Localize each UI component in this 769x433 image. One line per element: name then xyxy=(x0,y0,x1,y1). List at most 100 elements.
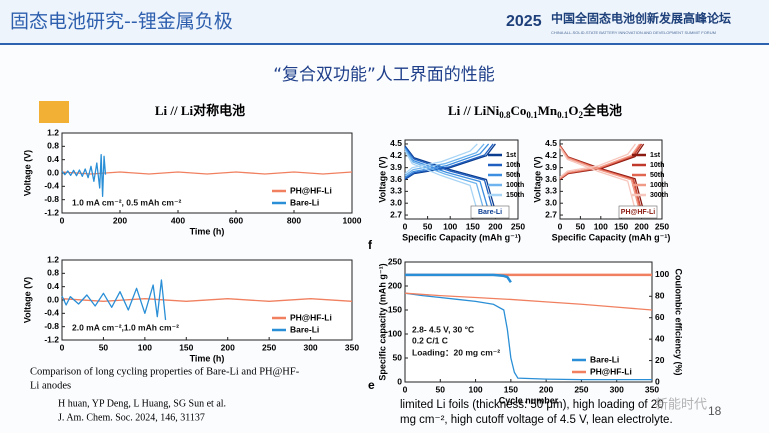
note-line: limited Li foils (thickness: 50 μm), hig… xyxy=(400,399,664,411)
y-tick-label: 3.0 xyxy=(545,197,557,207)
y-tick-label: 4.2 xyxy=(390,150,402,160)
y-axis-label: Specific capacity (mAh g⁻¹) xyxy=(377,263,387,380)
logo-year: 2025 xyxy=(506,13,542,30)
legend-label: Bare-Li xyxy=(290,324,319,334)
x-tick-label: 50 xyxy=(576,221,586,231)
left-marker xyxy=(39,101,69,123)
series-line xyxy=(404,143,478,212)
legend-label: 100th xyxy=(650,182,668,189)
x-tick-label: 100 xyxy=(468,384,482,394)
y2-tick-label: 60 xyxy=(655,312,665,322)
annotation: PH@HF-Li xyxy=(621,209,655,216)
annotation: 1.0 mA cm⁻², 0.5 mAh cm⁻² xyxy=(72,197,181,207)
legend-label: PH@HF-Li xyxy=(290,312,332,322)
x-tick-label: 0 xyxy=(60,342,65,352)
y2-tick-label: 0 xyxy=(655,376,660,386)
left-heading: Li // Li对称电池 xyxy=(155,103,245,118)
right-heading: Li // LiNi0.8Co0.1Mn0.1O2全电池 xyxy=(448,103,622,120)
annotation: Bare-Li xyxy=(478,209,502,216)
y-tick-label: -1.2 xyxy=(44,334,59,344)
x-tick-label: 0 xyxy=(403,221,408,231)
x-tick-label: 150 xyxy=(466,221,480,231)
y-tick-label: 0.0 xyxy=(47,167,59,177)
heading-part: Li // LiNi xyxy=(448,103,500,118)
watermark: 新能时代 xyxy=(655,397,707,413)
heading-part: Co xyxy=(511,103,527,118)
y-tick-label: -0.4 xyxy=(44,181,59,191)
legend-label: PH@HF-Li xyxy=(290,185,332,195)
series-line xyxy=(404,292,653,311)
x-tick-label: 200 xyxy=(539,384,553,394)
y-tick-label: 0.0 xyxy=(47,294,59,304)
caption-line: Li anodes xyxy=(30,380,71,391)
legend-label: 100th xyxy=(506,182,524,189)
series-line xyxy=(61,154,107,197)
x-tick-label: 100 xyxy=(594,221,608,231)
legend-label: 1st xyxy=(650,152,661,159)
x-tick-label: 0 xyxy=(558,221,563,231)
x-tick-label: 150 xyxy=(179,342,193,352)
heading-part: 全电池 xyxy=(582,103,622,118)
series-line xyxy=(404,292,652,381)
series-line xyxy=(404,143,494,212)
annotation-box xyxy=(470,205,510,219)
heading-sub: 0.8 xyxy=(499,110,511,120)
legend-label: 50th xyxy=(650,172,664,179)
heading-sub: 2 xyxy=(579,110,584,120)
panel-label: e xyxy=(368,378,375,392)
y-tick-label: 3.3 xyxy=(390,186,402,196)
logo-name: 中国全固态电池创新发展高峰论坛 xyxy=(551,11,731,26)
y-tick-label: 0.8 xyxy=(47,268,59,278)
y-tick-label: 200 xyxy=(388,280,402,290)
annotation-box xyxy=(618,205,658,219)
series-line xyxy=(61,171,353,175)
series-line xyxy=(405,273,512,284)
y2-tick-label: 80 xyxy=(655,291,665,301)
x-tick-label: 350 xyxy=(345,342,359,352)
x-tick-label: 200 xyxy=(635,221,649,231)
plot-area xyxy=(559,139,663,220)
x-axis-label: Specific Capacity (mAh g⁻¹) xyxy=(552,232,671,242)
legend-label: Bare-Li xyxy=(590,354,619,364)
reference-line: H huan, YP Deng, L Huang, SG Sun et al. xyxy=(58,398,226,409)
legend-label: 150th xyxy=(506,192,524,199)
x-tick-label: 300 xyxy=(610,384,624,394)
y2-tick-label: 20 xyxy=(655,355,665,365)
heading-sub: 0.1 xyxy=(526,110,538,120)
y-tick-label: 2.7 xyxy=(390,209,402,219)
subtitle: “复合双功能”人工界面的性能 xyxy=(273,65,495,85)
x-tick-label: 250 xyxy=(262,342,276,352)
y-tick-label: 1.2 xyxy=(47,254,59,264)
x-tick-label: 200 xyxy=(113,215,127,225)
annotation: 2.0 mA cm⁻²,1.0 mAh cm⁻² xyxy=(72,322,179,332)
caption-line: Comparison of long cycling properties of… xyxy=(30,366,300,377)
y-tick-label: 100 xyxy=(388,328,402,338)
series-line xyxy=(61,298,353,302)
y-tick-label: -1.2 xyxy=(44,207,59,217)
x-axis-label: Time (h) xyxy=(190,226,225,236)
legend-label: 1st xyxy=(506,152,517,159)
series-line xyxy=(559,143,637,212)
note-line: mg cm⁻², high cutoff voltage of 4.5 V, l… xyxy=(400,414,673,426)
x-tick-label: 50 xyxy=(436,384,446,394)
y-tick-label: 150 xyxy=(388,304,402,314)
y-axis-label: Voltage (V) xyxy=(22,277,32,323)
x-axis-label: Cycle number xyxy=(499,395,559,405)
series-line xyxy=(559,143,641,212)
x-tick-label: 200 xyxy=(488,221,502,231)
y2-tick-label: 100 xyxy=(655,269,669,279)
x-tick-label: 50 xyxy=(99,342,109,352)
annotation: 2.8- 4.5 V, 30 °C xyxy=(412,324,474,334)
y-tick-label: -0.4 xyxy=(44,308,59,318)
series-line xyxy=(404,143,485,212)
page-number: 18 xyxy=(708,404,722,418)
annotation: 0.2 C/1 C xyxy=(412,335,448,345)
x-tick-label: 150 xyxy=(504,384,518,394)
y-tick-label: 3.6 xyxy=(390,174,402,184)
y-tick-label: 0.8 xyxy=(47,141,59,151)
y-tick-label: 3.9 xyxy=(545,162,557,172)
y-tick-label: -0.8 xyxy=(44,321,59,331)
x-tick-label: 1000 xyxy=(343,215,362,225)
